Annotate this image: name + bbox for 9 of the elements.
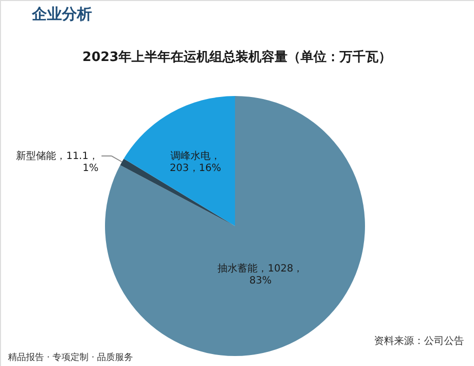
text: 企业分析 [31,5,92,23]
text: 资料来源：公司公告 [374,335,464,347]
slice-label: 调峰水电， 203，16% [170,150,222,174]
text: 精品报告 · 专项定制 · 品质服务 [8,352,134,363]
slice-label: 新型储能，11.1， 1% [16,150,98,174]
pie-slice [120,158,235,226]
pie-slice [124,96,235,226]
chart-title: 2023年上半年在运机组总装机容量（单位：万千瓦） [82,49,392,65]
slice-label: 抽水蓄能，1028， 83% [218,262,304,286]
